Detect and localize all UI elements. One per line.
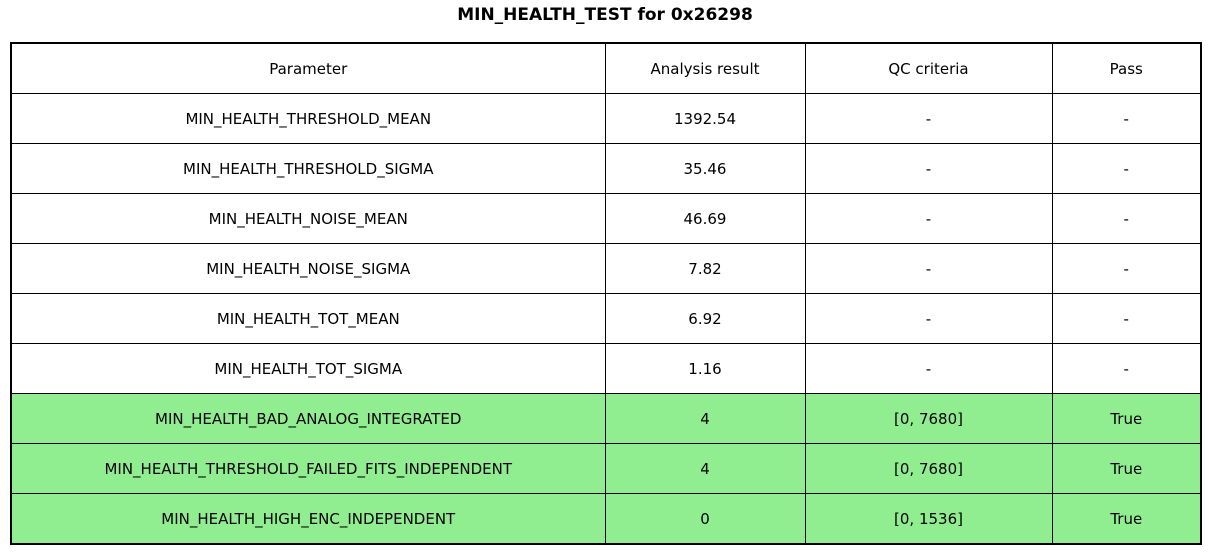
column-header-analysis-result: Analysis result <box>604 42 806 94</box>
cell-qc-criteria: - <box>804 243 1053 294</box>
column-header-parameter: Parameter <box>10 42 606 94</box>
cell-pass: True <box>1051 443 1202 494</box>
cell-parameter: MIN_HEALTH_THRESHOLD_SIGMA <box>10 143 606 194</box>
table-row: MIN_HEALTH_TOT_SIGMA 1.16 - - <box>10 343 1202 394</box>
header-row: Parameter Analysis result QC criteria Pa… <box>10 42 1202 94</box>
cell-analysis-result: 1392.54 <box>604 93 806 144</box>
cell-pass: - <box>1051 293 1202 344</box>
cell-qc-criteria: - <box>804 143 1053 194</box>
cell-parameter: MIN_HEALTH_THRESHOLD_FAILED_FITS_INDEPEN… <box>10 443 606 494</box>
column-header-qc-criteria: QC criteria <box>804 42 1053 94</box>
table-row: MIN_HEALTH_NOISE_MEAN 46.69 - - <box>10 193 1202 244</box>
table-row: MIN_HEALTH_THRESHOLD_SIGMA 35.46 - - <box>10 143 1202 194</box>
cell-analysis-result: 4 <box>604 443 806 494</box>
cell-analysis-result: 7.82 <box>604 243 806 294</box>
cell-parameter: MIN_HEALTH_NOISE_SIGMA <box>10 243 606 294</box>
cell-parameter: MIN_HEALTH_TOT_MEAN <box>10 293 606 344</box>
cell-qc-criteria: - <box>804 293 1053 344</box>
column-header-pass: Pass <box>1051 42 1202 94</box>
cell-pass: True <box>1051 493 1202 545</box>
table-row: MIN_HEALTH_NOISE_SIGMA 7.82 - - <box>10 243 1202 294</box>
table-row-passed: MIN_HEALTH_HIGH_ENC_INDEPENDENT 0 [0, 15… <box>10 493 1202 545</box>
cell-qc-criteria: - <box>804 93 1053 144</box>
cell-qc-criteria: - <box>804 193 1053 244</box>
cell-parameter: MIN_HEALTH_BAD_ANALOG_INTEGRATED <box>10 393 606 444</box>
table-row: MIN_HEALTH_THRESHOLD_MEAN 1392.54 - - <box>10 93 1202 144</box>
cell-analysis-result: 46.69 <box>604 193 806 244</box>
cell-analysis-result: 0 <box>604 493 806 545</box>
cell-analysis-result: 1.16 <box>604 343 806 394</box>
table-row: MIN_HEALTH_TOT_MEAN 6.92 - - <box>10 293 1202 344</box>
cell-pass: - <box>1051 243 1202 294</box>
cell-qc-criteria: [0, 7680] <box>804 393 1053 444</box>
cell-qc-criteria: - <box>804 343 1053 394</box>
cell-pass: - <box>1051 343 1202 394</box>
cell-qc-criteria: [0, 7680] <box>804 443 1053 494</box>
cell-pass: - <box>1051 193 1202 244</box>
cell-analysis-result: 4 <box>604 393 806 444</box>
cell-analysis-result: 35.46 <box>604 143 806 194</box>
cell-pass: True <box>1051 393 1202 444</box>
cell-analysis-result: 6.92 <box>604 293 806 344</box>
cell-parameter: MIN_HEALTH_THRESHOLD_MEAN <box>10 93 606 144</box>
qc-results-table: Parameter Analysis result QC criteria Pa… <box>10 42 1202 545</box>
page-title: MIN_HEALTH_TEST for 0x26298 <box>457 5 753 25</box>
table-row-passed: MIN_HEALTH_BAD_ANALOG_INTEGRATED 4 [0, 7… <box>10 393 1202 444</box>
cell-parameter: MIN_HEALTH_TOT_SIGMA <box>10 343 606 394</box>
cell-parameter: MIN_HEALTH_NOISE_MEAN <box>10 193 606 244</box>
table-row-passed: MIN_HEALTH_THRESHOLD_FAILED_FITS_INDEPEN… <box>10 443 1202 494</box>
cell-pass: - <box>1051 143 1202 194</box>
cell-parameter: MIN_HEALTH_HIGH_ENC_INDEPENDENT <box>10 493 606 545</box>
cell-qc-criteria: [0, 1536] <box>804 493 1053 545</box>
cell-pass: - <box>1051 93 1202 144</box>
